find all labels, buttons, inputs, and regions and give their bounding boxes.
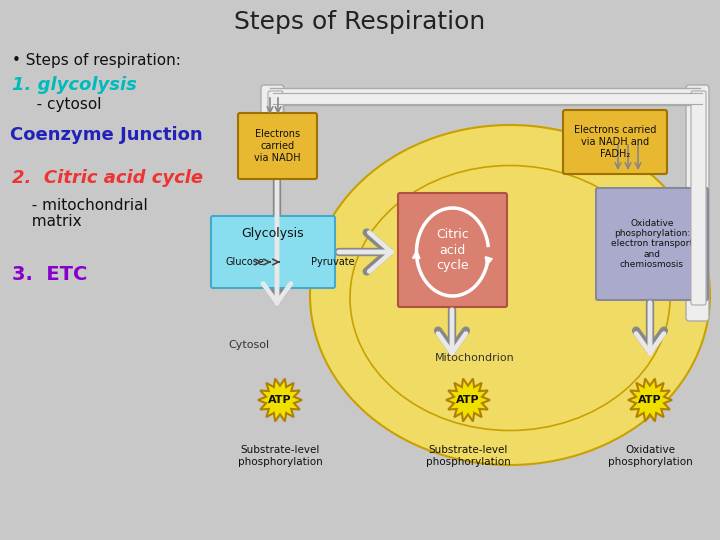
Text: ATP: ATP	[638, 395, 662, 405]
Text: Pyruvate: Pyruvate	[311, 257, 355, 267]
FancyBboxPatch shape	[261, 85, 284, 146]
FancyBboxPatch shape	[238, 113, 317, 179]
FancyBboxPatch shape	[398, 193, 507, 307]
Polygon shape	[446, 379, 490, 421]
Text: Oxidative
phosphorylation: Oxidative phosphorylation	[608, 445, 693, 467]
Bar	[270, 93, 695, 104]
Text: matrix: matrix	[22, 214, 81, 230]
Text: ATP: ATP	[268, 395, 292, 405]
FancyBboxPatch shape	[691, 91, 706, 305]
FancyBboxPatch shape	[211, 216, 335, 288]
Bar	[265, 88, 690, 106]
FancyBboxPatch shape	[686, 85, 709, 321]
Text: Glycolysis: Glycolysis	[242, 227, 305, 240]
Text: Cytosol: Cytosol	[228, 340, 269, 350]
Text: Oxidative
phosphorylation:
electron transport
and
chemiosmosis: Oxidative phosphorylation: electron tran…	[611, 219, 693, 269]
Text: Coenzyme Junction: Coenzyme Junction	[10, 126, 202, 144]
Text: Electrons
carried
via NADH: Electrons carried via NADH	[254, 130, 301, 163]
Text: Substrate-level
phosphorylation: Substrate-level phosphorylation	[238, 445, 323, 467]
Text: Citric
acid
cycle: Citric acid cycle	[436, 228, 469, 272]
Text: • Steps of respiration:: • Steps of respiration:	[12, 52, 181, 68]
Ellipse shape	[310, 125, 710, 465]
Text: Glucose: Glucose	[225, 257, 264, 267]
Text: 3.  ETC: 3. ETC	[12, 266, 87, 285]
Polygon shape	[258, 379, 302, 421]
Text: Substrate-level
phosphorylation: Substrate-level phosphorylation	[426, 445, 510, 467]
FancyBboxPatch shape	[268, 91, 283, 140]
FancyBboxPatch shape	[596, 188, 708, 300]
Text: ATP: ATP	[456, 395, 480, 405]
FancyBboxPatch shape	[563, 110, 667, 174]
Text: Steps of Respiration: Steps of Respiration	[235, 10, 485, 34]
Text: 2.  Citric acid cycle: 2. Citric acid cycle	[12, 169, 203, 187]
Polygon shape	[628, 379, 672, 421]
Text: 1. glycolysis: 1. glycolysis	[12, 76, 137, 94]
Bar	[265, 88, 690, 105]
Text: - cytosol: - cytosol	[22, 98, 102, 112]
Text: - mitochondrial: - mitochondrial	[22, 198, 148, 213]
Text: Electrons carried
via NADH and
FADH₂: Electrons carried via NADH and FADH₂	[574, 125, 656, 159]
Text: Mitochondrion: Mitochondrion	[435, 353, 515, 363]
